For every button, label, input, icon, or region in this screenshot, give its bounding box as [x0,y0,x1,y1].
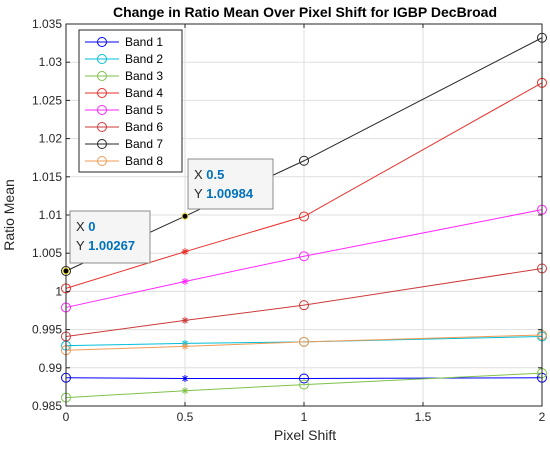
series-line-band-2 [65,335,543,347]
series-marker-band-5 [181,277,189,285]
series-marker-band-4 [181,248,189,256]
series-marker-band-7 [299,155,309,166]
y-tick-label: 1.005 [32,246,62,260]
y-tick-label: 1 [55,284,62,298]
legend-entry: Band 2 [125,52,163,66]
x-tick-label: 0 [63,410,70,424]
legend-entry: Band 4 [125,86,163,100]
series-marker-band-5 [299,251,309,262]
series-marker-band-6 [299,300,309,311]
x-tick-label: 2 [539,410,546,424]
series-line-band-8 [65,334,543,351]
series-marker-band-1 [181,374,189,382]
legend-marker [97,122,107,132]
datatip-text: Y 1.00267 [76,238,135,253]
datatip: X 0 Y 1.00267 [62,210,151,275]
y-tick-label: 1.01 [39,208,63,222]
legend-marker [97,37,107,47]
datatip-marker [181,212,189,220]
series-line-band-5 [65,209,543,308]
legend-marker [97,71,107,81]
datatip-text: X 0 [76,219,96,234]
legend-marker [97,54,107,64]
series-marker-band-8 [299,336,309,347]
legend-entry: Band 8 [125,154,163,168]
plot-area: 0 0.5 1 1.5 2 0.985 0.99 0.995 1 1.005 1.01 1.015 1.… [32,17,547,424]
x-tick-label: 1 [301,410,308,424]
y-tick-label: 1.025 [32,93,62,107]
legend-marker [97,88,107,98]
series-line-band-4 [65,82,543,289]
series-line-band-6 [65,267,543,337]
legend-entry: Band 7 [125,137,163,151]
datatip-box [187,158,274,210]
series-marker-band-4 [299,211,309,222]
y-tick-label: 1.03 [39,55,63,69]
y-tick-label: 1.015 [32,170,62,184]
legend-entry: Band 3 [125,69,163,83]
legend-marker [97,139,107,149]
legend-marker [97,105,107,115]
datatip: X 0.5 Y 1.00984 [181,158,274,220]
datatip-box [69,210,151,264]
series-marker-band-1 [299,373,309,384]
datatip-text: Y 1.00984 [194,186,254,201]
y-axis-label: Ratio Mean [1,179,17,251]
legend-marker [97,156,107,166]
y-tick-label: 0.995 [32,323,62,337]
series-marker-band-6 [181,316,189,324]
series-marker-band-8 [181,342,189,350]
y-tick-label: 1.02 [39,132,63,146]
datatip-text: X 0.5 [194,167,224,182]
series-marker-band-3 [181,387,189,395]
legend-entry: Band 5 [125,103,163,117]
datatip-marker [62,267,70,275]
series-marker-band-3 [299,379,309,390]
legend-entry: Band 6 [125,120,163,134]
series-line-band-1 [65,377,543,379]
y-tick-label: 0.985 [32,399,62,413]
y-tick-label: 1.035 [32,17,62,31]
series-line-band-3 [65,372,543,399]
x-axis-label: Pixel Shift [274,427,336,443]
y-tick-label: 0.99 [39,361,63,375]
legend-box [78,29,183,173]
x-tick-label: 0.5 [177,410,194,424]
legend-entry: Band 1 [125,35,163,49]
chart-title: Change in Ratio Mean Over Pixel Shift fo… [113,4,497,20]
x-tick-label: 1.5 [415,410,432,424]
